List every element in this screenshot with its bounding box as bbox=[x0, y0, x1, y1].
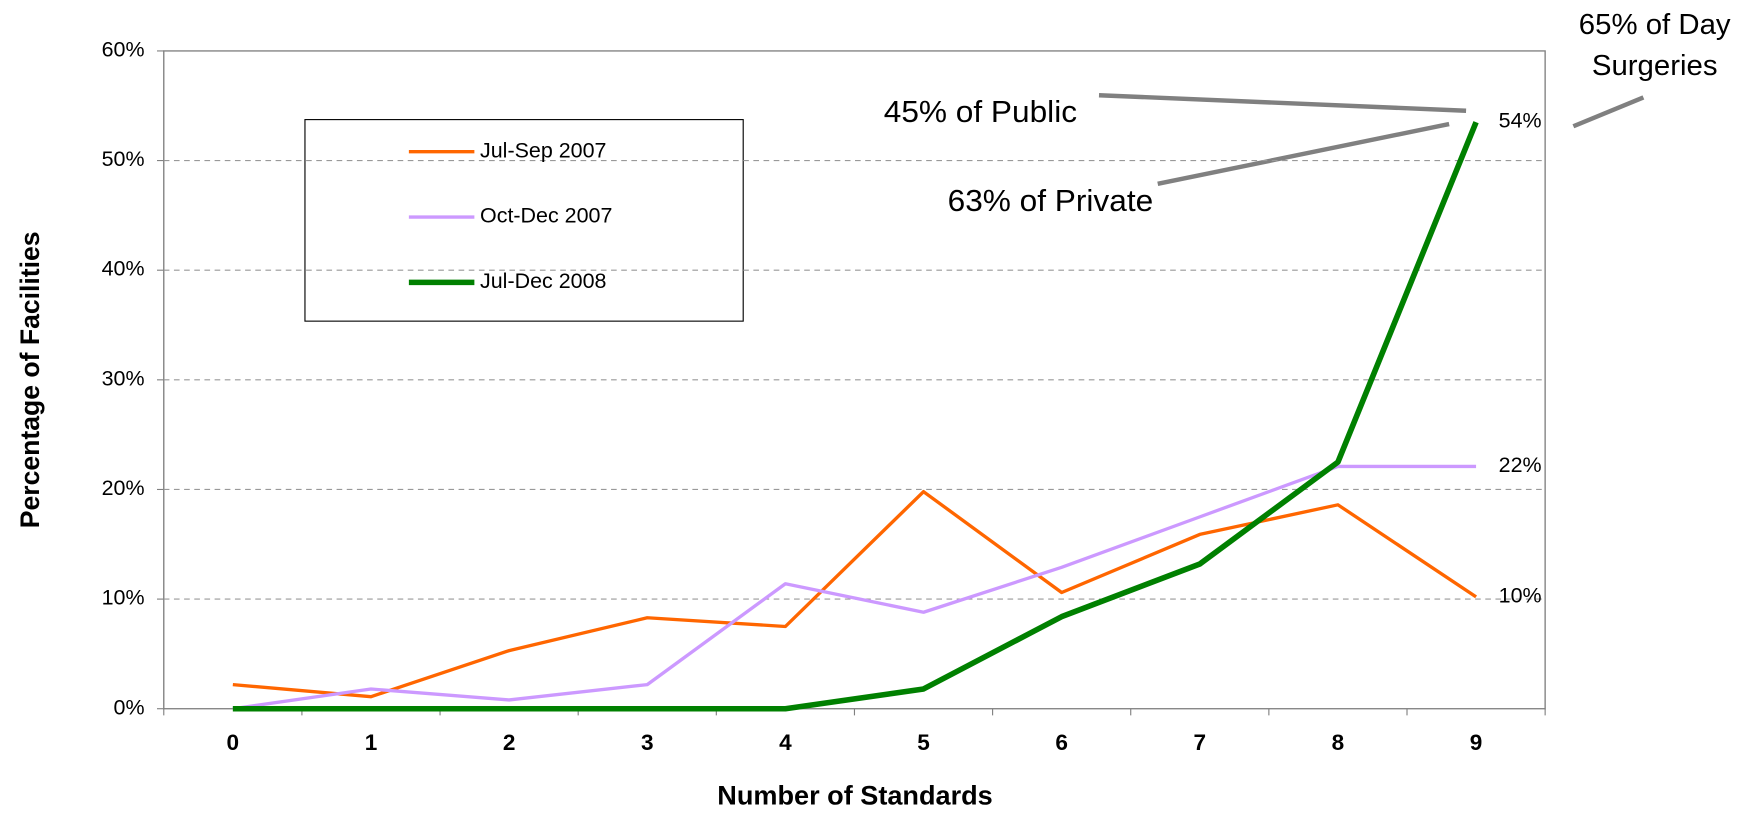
y-axis-title: Percentage of Facilities bbox=[15, 231, 45, 528]
annotation-leaders bbox=[1098, 93, 1645, 186]
data-label: 54% bbox=[1499, 109, 1542, 133]
x-axis-title: Number of Standards bbox=[717, 781, 992, 811]
y-tick-label: 10% bbox=[102, 586, 145, 610]
x-tick-label: 0 bbox=[227, 730, 240, 755]
y-tick-label: 30% bbox=[102, 367, 145, 391]
x-tick-label: 2 bbox=[503, 730, 516, 755]
annotation: Surgeries bbox=[1592, 50, 1718, 82]
data-label: 10% bbox=[1499, 584, 1542, 608]
y-tick-label: 20% bbox=[102, 476, 145, 500]
x-tick-label: 5 bbox=[917, 730, 930, 755]
x-tick-label: 8 bbox=[1332, 730, 1345, 755]
annotation: 63% of Private bbox=[948, 183, 1154, 218]
series-line bbox=[232, 489, 1478, 699]
x-tick-label: 4 bbox=[779, 730, 792, 755]
y-tick-label: 0% bbox=[114, 695, 145, 719]
x-tick-label: 3 bbox=[641, 730, 654, 755]
y-tick-label: 60% bbox=[102, 38, 145, 62]
x-tick-label: 9 bbox=[1470, 730, 1483, 755]
annotation: 65% of Day bbox=[1579, 9, 1731, 41]
x-tick-label: 1 bbox=[365, 730, 378, 755]
legend-label: Oct-Dec 2007 bbox=[480, 204, 612, 228]
series-line bbox=[232, 464, 1477, 711]
legend-label: Jul-Dec 2008 bbox=[480, 269, 606, 293]
y-tick-label: 40% bbox=[102, 257, 145, 281]
x-tick-label: 7 bbox=[1194, 730, 1207, 755]
leader-line bbox=[1098, 93, 1467, 113]
x-tick-label: 6 bbox=[1055, 730, 1068, 755]
leader-line bbox=[1157, 121, 1450, 186]
leader-line bbox=[1572, 95, 1645, 129]
annotation: 45% of Public bbox=[884, 95, 1077, 130]
y-tick-label: 50% bbox=[102, 147, 145, 171]
data-label: 22% bbox=[1499, 453, 1542, 477]
legend-label: Jul-Sep 2007 bbox=[480, 138, 606, 162]
series-line bbox=[232, 121, 1479, 712]
legend-box bbox=[304, 119, 744, 322]
